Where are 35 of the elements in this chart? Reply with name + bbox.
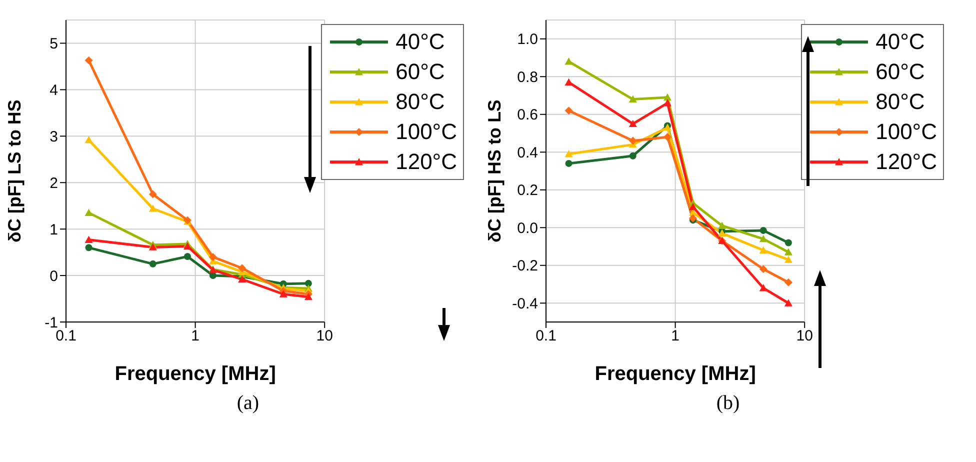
legend-label: 60°C	[876, 59, 925, 85]
legend-label: 120°C	[876, 149, 937, 175]
y-tick-label: 0.6	[517, 106, 538, 124]
legend-label: 80°C	[876, 89, 925, 115]
y-tick-label: 5	[50, 36, 58, 53]
y-tick-label: 1	[50, 221, 58, 238]
y-tick-label: 0	[50, 268, 58, 285]
legend-label: 60°C	[396, 59, 445, 85]
y-tick-label: -1	[44, 314, 58, 332]
y-tick-label: 0.8	[517, 68, 538, 86]
x-tick-label: 1	[671, 328, 680, 345]
x-axis-title: Frequency [MHz]	[594, 363, 756, 385]
y-tick-label: -0.4	[512, 295, 538, 312]
y-tick-label: 4	[50, 82, 58, 100]
text: (a)	[236, 392, 260, 415]
y-tick-label: 0.2	[517, 182, 538, 200]
text: (b)	[715, 392, 741, 415]
y-tick-label: 0.4	[517, 144, 538, 162]
y-tick-label: -0.2	[512, 258, 538, 275]
legend-label: 100°C	[396, 119, 457, 145]
legend-label: 80°C	[396, 89, 445, 115]
y-tick-label: 0.0	[517, 220, 538, 237]
x-tick-label: 0.1	[536, 328, 556, 345]
legend-label: 40°C	[396, 29, 445, 55]
x-tick-label: 10	[796, 328, 813, 345]
y-tick-label: 3	[50, 128, 58, 146]
x-tick-label: 1	[191, 328, 200, 345]
legend-label: 40°C	[876, 29, 925, 55]
y-tick-label: 1.0	[517, 31, 538, 48]
x-tick-label: 10	[316, 328, 333, 345]
legend-label: 120°C	[396, 149, 457, 175]
legend-label: 100°C	[876, 119, 937, 145]
x-tick-label: 0.1	[56, 328, 76, 345]
y-tick-label: 2	[50, 174, 58, 192]
x-axis-title: Frequency [MHz]	[114, 363, 276, 385]
